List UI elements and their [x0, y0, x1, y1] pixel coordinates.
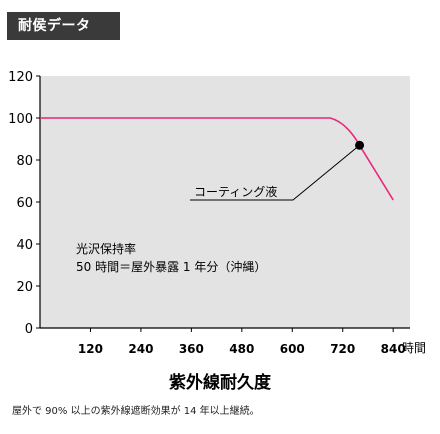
x-tick-label: 480 [229, 342, 254, 356]
y-tick-label: 0 [25, 322, 33, 337]
plot-background [40, 76, 410, 328]
y-tick-label: 60 [16, 196, 33, 211]
y-tick-label: 80 [16, 154, 33, 169]
annotation-coating-label: コーティング液 [194, 184, 277, 199]
footer-note: 屋外で 90% 以上の紫外線遮断効果が 14 年以上継続。 [12, 406, 260, 417]
annotation-leader-line [190, 144, 360, 201]
y-tick-label: 100 [8, 112, 33, 127]
section-title: 耐侯データ [7, 12, 120, 40]
x-tick-label: 720 [330, 342, 355, 356]
y-tick-label: 120 [8, 70, 33, 85]
x-tick-label: 840 [381, 342, 406, 356]
x-axis-title: 紫外線耐久度 [169, 372, 272, 393]
weathering-chart: 0 20 40 60 80 100 120 120 240 360 480 600 720 840 コー… [8, 70, 426, 393]
y-axis-ticks: 0 20 40 60 80 100 120 [8, 70, 40, 337]
x-axis-unit: 時間 [402, 341, 426, 355]
x-tick-label: 240 [128, 342, 153, 356]
x-tick-label: 600 [280, 342, 305, 356]
x-tick-label: 120 [78, 342, 103, 356]
x-tick-label: 360 [179, 342, 204, 356]
y-tick-label: 20 [16, 280, 33, 295]
y-tick-label: 40 [16, 238, 33, 253]
annotation-exposure-equivalence: 50 時間＝屋外暴露 1 年分（沖縄） [76, 259, 266, 274]
x-axis-ticks: 120 240 360 480 600 720 840 [78, 328, 406, 356]
annotation-gloss-retention: 光沢保持率 [76, 241, 136, 256]
